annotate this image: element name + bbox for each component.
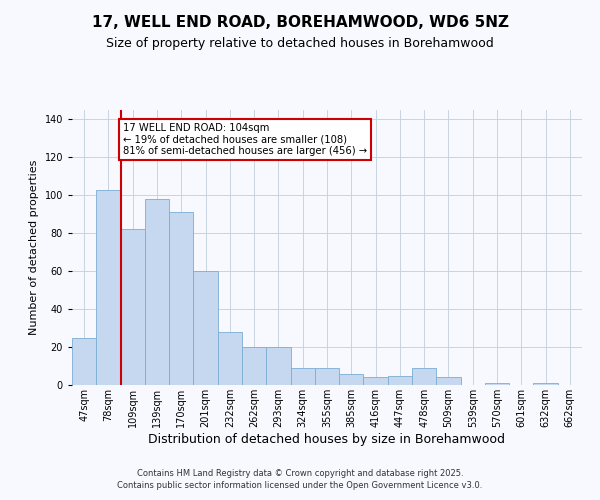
Bar [242, 347, 266, 385]
Bar [388, 376, 412, 385]
X-axis label: Distribution of detached houses by size in Borehamwood: Distribution of detached houses by size … [149, 432, 505, 446]
Bar [145, 199, 169, 385]
Bar [218, 332, 242, 385]
Bar [485, 383, 509, 385]
Bar [72, 338, 96, 385]
Text: Contains public sector information licensed under the Open Government Licence v3: Contains public sector information licen… [118, 481, 482, 490]
Bar [266, 347, 290, 385]
Bar [364, 378, 388, 385]
Bar [533, 383, 558, 385]
Text: Size of property relative to detached houses in Borehamwood: Size of property relative to detached ho… [106, 38, 494, 51]
Bar [339, 374, 364, 385]
Bar [290, 368, 315, 385]
Bar [412, 368, 436, 385]
Bar [436, 378, 461, 385]
Bar [315, 368, 339, 385]
Text: Contains HM Land Registry data © Crown copyright and database right 2025.: Contains HM Land Registry data © Crown c… [137, 468, 463, 477]
Y-axis label: Number of detached properties: Number of detached properties [29, 160, 39, 335]
Text: 17, WELL END ROAD, BOREHAMWOOD, WD6 5NZ: 17, WELL END ROAD, BOREHAMWOOD, WD6 5NZ [91, 15, 509, 30]
Bar [96, 190, 121, 385]
Text: 17 WELL END ROAD: 104sqm
← 19% of detached houses are smaller (108)
81% of semi-: 17 WELL END ROAD: 104sqm ← 19% of detach… [123, 124, 367, 156]
Bar [193, 271, 218, 385]
Bar [169, 212, 193, 385]
Bar [121, 230, 145, 385]
